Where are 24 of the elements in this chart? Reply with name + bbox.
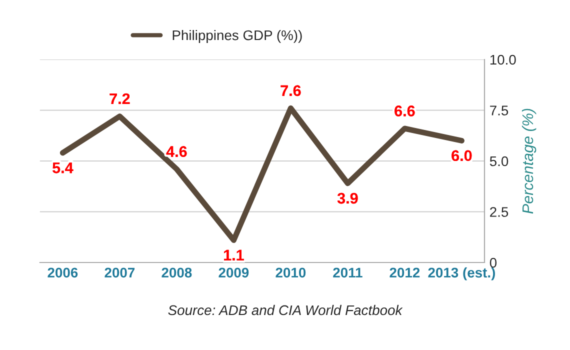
data-label: 5.4 — [52, 162, 74, 174]
data-label: 3.9 — [337, 192, 358, 204]
data-label: 7.2 — [110, 93, 130, 104]
data-label: 6.0 — [452, 150, 472, 162]
x-tick-label: 2008 — [162, 268, 192, 278]
x-tick-label: 2007 — [104, 268, 135, 278]
x-tick-label: 2006 — [48, 268, 78, 278]
y-tick-label: 5.0 — [490, 156, 508, 166]
x-tick-label: 2011 — [333, 268, 362, 278]
y-tick-label: 0 — [490, 258, 497, 268]
y-tick-label: 7.5 — [490, 106, 508, 116]
legend-label: Philippines GDP (%)) — [172, 30, 302, 43]
data-label: 6.6 — [394, 106, 415, 116]
data-label: 1.1 — [224, 250, 244, 260]
x-tick-label: 2012 — [390, 268, 420, 278]
data-label: 4.6 — [166, 146, 187, 157]
y-axis-title: Percentage (%) — [522, 108, 536, 214]
y-tick-label: 2.5 — [490, 207, 508, 217]
x-tick-label: 2009 — [218, 268, 249, 278]
data-label: 7.6 — [280, 85, 301, 96]
x-tick-label: 2010 — [276, 268, 306, 278]
y-tick-label: 10.0 — [490, 54, 516, 65]
source-note: Source: ADB and CIA World Factbook — [168, 304, 403, 316]
x-tick-label: 2013 (est.) — [428, 267, 495, 280]
